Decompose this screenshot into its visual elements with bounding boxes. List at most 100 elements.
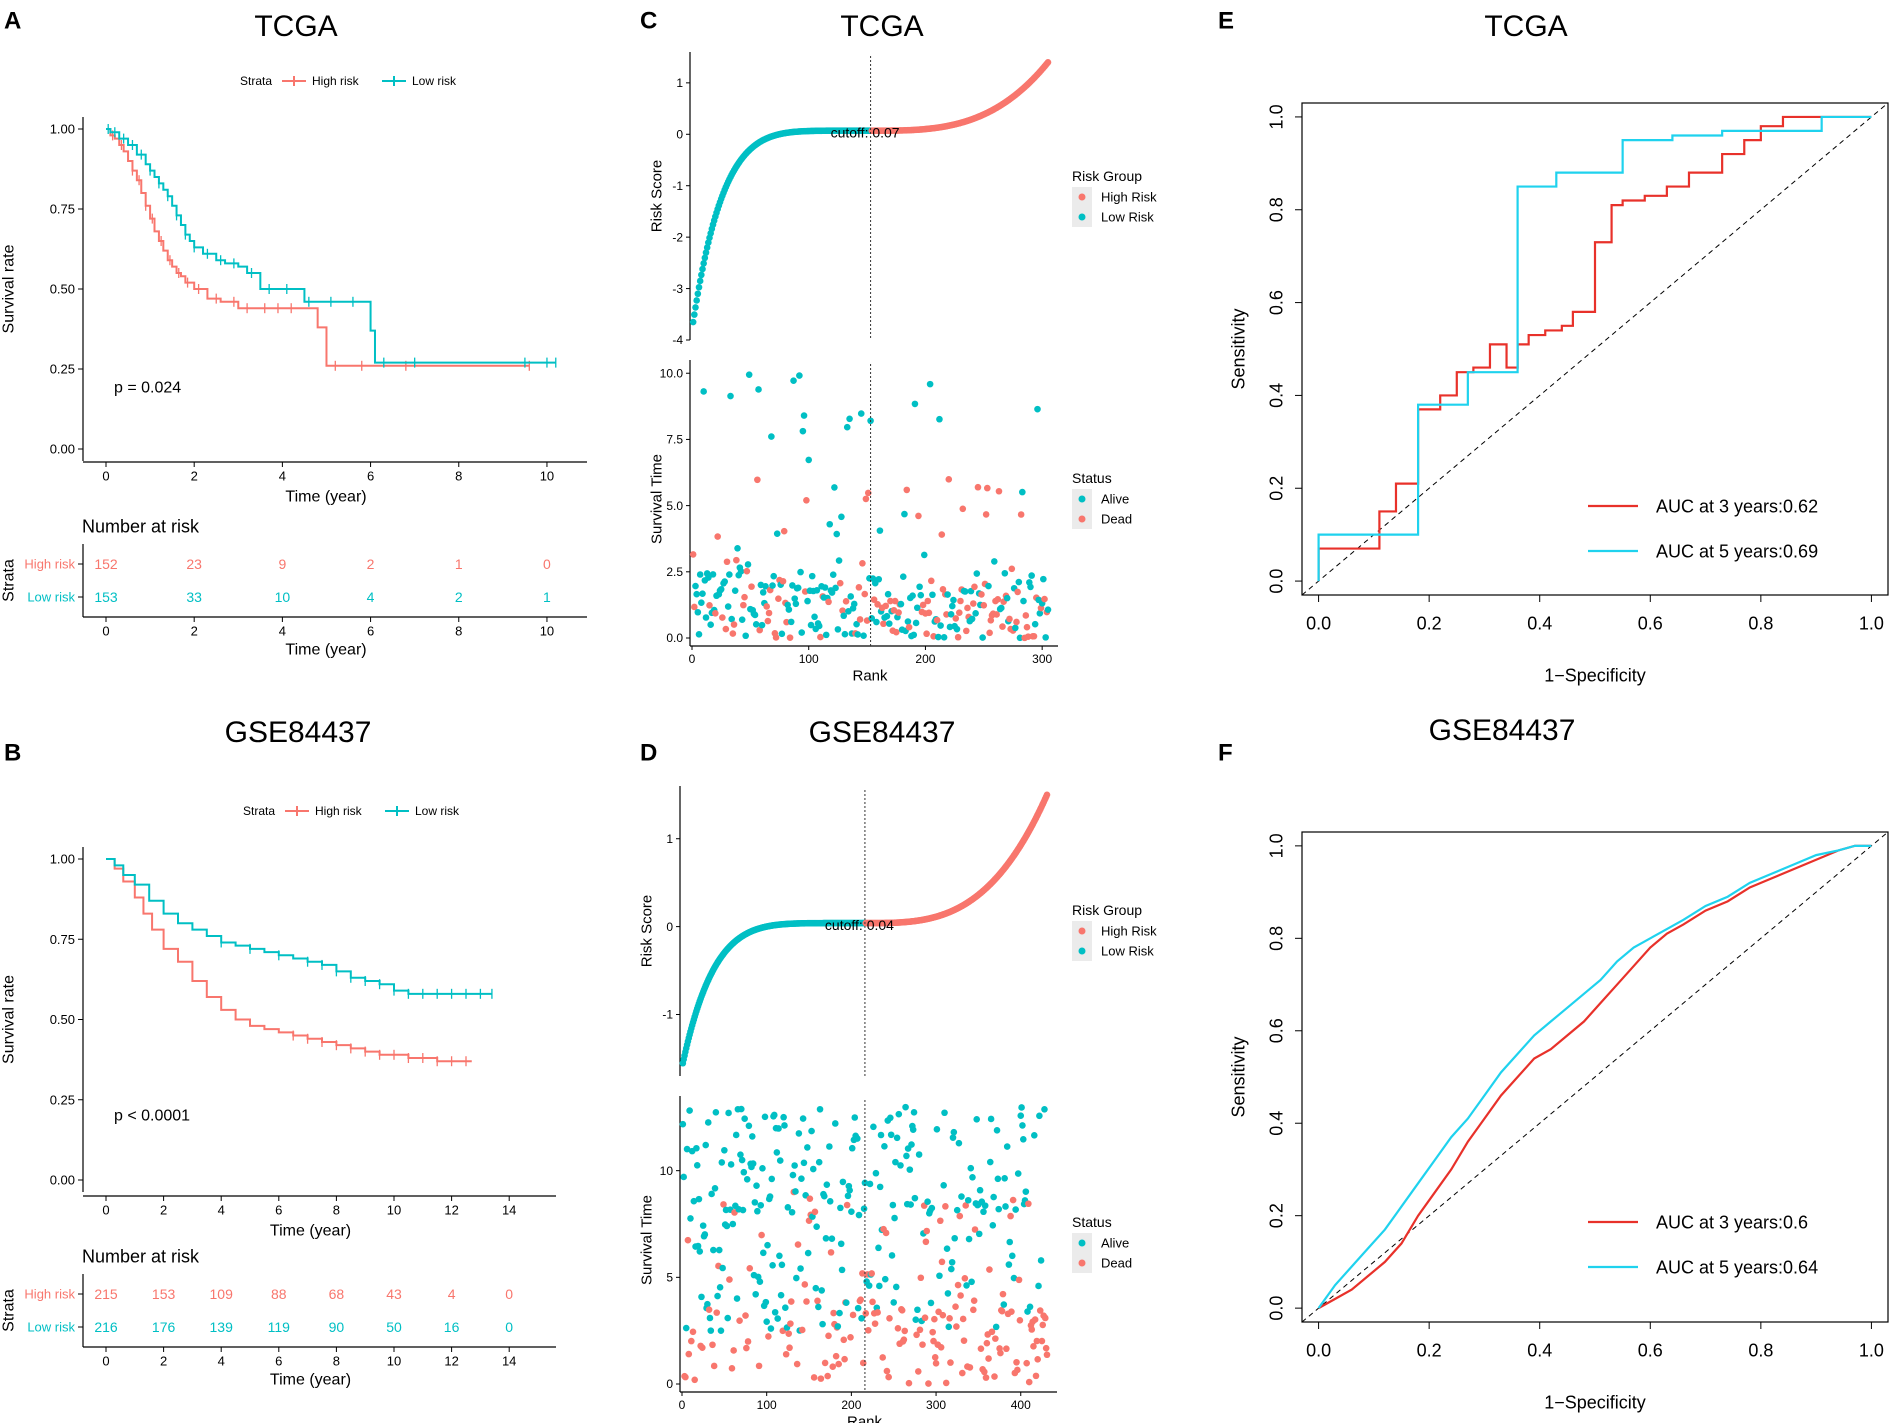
risk-d-status-point [907,1201,914,1208]
risk-c-status-point [959,505,967,513]
risk-c-status-point [973,570,981,577]
km-b-risk-count: 215 [94,1286,118,1302]
km-b-x-tick-label: 0 [102,1203,109,1218]
risk-d-status-point [962,1202,970,1209]
risk-c-status-point [880,620,887,628]
km-a-risk-count: 10 [275,589,291,605]
km-b-x-tick-label: 2 [160,1203,167,1218]
risk-c-status-point [717,585,725,593]
risk-d-status-legend-key-dead [1078,1259,1086,1267]
risk-d-status-point [682,1373,689,1381]
risk-c-status-point [731,587,739,594]
risk-c-status-point [999,623,1006,630]
risk-d-status-point [1001,1174,1008,1182]
risk-d-x-tick-label: 0 [679,1398,686,1412]
risk-d-status-point [808,1127,815,1135]
risk-d-status-point [945,1323,953,1331]
risk-d-status-point [743,1344,750,1352]
km-b-risk-count: 176 [152,1319,176,1335]
roc-e-reference-diagonal [1301,102,1889,596]
km-a-risk-count: 9 [278,556,286,572]
risk-d-status-point [1008,1308,1015,1315]
risk-d-status-point [800,1159,808,1167]
risk-c-status-point [756,626,763,634]
risk-c-status-point [874,601,881,608]
risk-c-status-point [689,551,697,558]
risk-d-status-point [960,1337,968,1344]
risk-c-status-point [783,618,790,626]
risk-c-status-point [763,603,771,610]
risk-d-status-point [836,1309,843,1317]
risk-d-status-point [947,1359,954,1366]
risk-c-status-point [961,588,969,595]
risk-d-status-point [719,1264,726,1272]
risk-d-status-point [872,1169,880,1177]
risk-d-status-point [844,1192,852,1200]
risk-d-status-point [937,1344,945,1351]
risk-d-status-point [944,1290,952,1297]
risk-c-status-point [1014,588,1021,596]
risk-d-status-point [902,1103,909,1111]
risk-d-status-point [967,1164,975,1172]
risk-c-status-point [968,615,976,623]
risk-d-status-point [942,1203,949,1210]
risk-d-status-point [1035,1282,1042,1290]
risk-d-status-point [740,1168,748,1176]
risk-d-status-point [712,1109,720,1116]
risk-d-status-point [1017,1112,1025,1120]
km-b-risk-count: 16 [444,1319,460,1335]
roc-f-y-tick-label: 0.6 [1266,1018,1286,1043]
risk-c-status-point [1012,624,1019,632]
risk-d-status-point [748,1133,756,1140]
risk-d-status-point [854,1135,861,1142]
risk-d-status-point [679,1120,687,1128]
risk-d-status-point [767,1325,775,1332]
risk-d-status-point [876,1282,883,1290]
risk-d-status-point [957,1292,964,1299]
risk-c-status-point [773,530,781,537]
risk-c-status-point [954,633,962,641]
risk-d-status-point [759,1249,767,1257]
risk-d-status-point [1023,1359,1030,1367]
risk-c-status-point [938,531,946,538]
roc-e-y-tick-label: 1.0 [1266,104,1286,129]
risk-d-status-point [764,1241,771,1249]
risk-c-status-point [834,626,842,633]
risk-d-status-point [994,1175,1002,1183]
risk-c-status-point [917,591,925,599]
km-b-x-tick-label: 12 [444,1203,458,1218]
risk-c-status-point [745,371,753,378]
risk-c-status-point [948,602,956,610]
risk-d-status-point [924,1198,931,1206]
roc-e-legend-label: AUC at 5 years:0.69 [1656,541,1818,561]
risk-c-score-y-tick-label: 1 [676,76,683,90]
km-b-risk-table-title: Number at risk [82,1246,200,1266]
risk-d-status-point [818,1287,826,1294]
risk-c-status-point [904,618,912,625]
risk-d-status-point [839,1178,847,1186]
risk-c-status-point [727,392,734,400]
risk-c-status-point [719,614,726,621]
risk-d-status-point [789,1171,797,1179]
risk-d-status-point [721,1146,728,1154]
risk-d-status-point [966,1364,974,1371]
km-a-risk-row-label: High risk [24,557,75,572]
risk-c-status-point [821,584,829,591]
risk-d-status-point [1030,1132,1038,1139]
km-b-legend-label: Low risk [415,804,460,818]
risk-d-status-point [846,1186,853,1194]
km-b-risk-x-tick-label: 12 [444,1354,458,1369]
risk-d-status-point [771,1308,779,1316]
risk-c-status-point [696,571,704,578]
risk-d-status-point [868,1270,875,1277]
risk-d-status-point [990,1193,997,1201]
risk-d-status-point [980,1208,987,1216]
risk-d-status-point [809,1165,817,1173]
roc-e-x-tick-label: 0.8 [1748,613,1773,633]
risk-c-status-point [811,613,818,621]
risk-c-status-point [1022,612,1030,619]
risk-c-status-point [991,558,998,565]
risk-c-status-point [841,630,849,638]
risk-c-status-legend-title: Status [1072,470,1112,486]
risk-d-status-point [761,1113,769,1121]
